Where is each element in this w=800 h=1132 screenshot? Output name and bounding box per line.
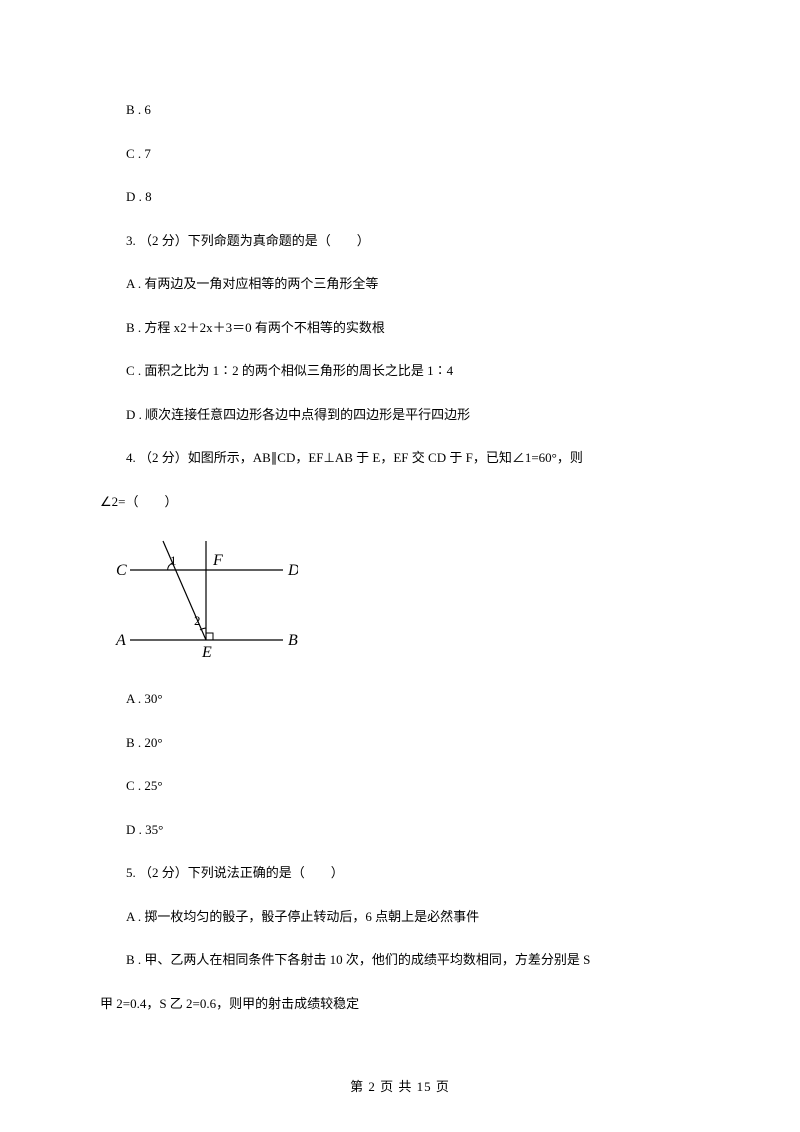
- q3-option-d: D . 顺次连接任意四边形各边中点得到的四边形是平行四边形: [100, 405, 700, 425]
- q4-option-a: A . 30°: [100, 689, 700, 709]
- q3-stem: 3. （2 分）下列命题为真命题的是（ ）: [100, 231, 700, 251]
- svg-text:1: 1: [170, 553, 177, 568]
- q3-option-a: A . 有两边及一角对应相等的两个三角形全等: [100, 274, 700, 294]
- option-d: D . 8: [100, 187, 700, 207]
- q4-option-d: D . 35°: [100, 820, 700, 840]
- page-root: B . 6 C . 7 D . 8 3. （2 分）下列命题为真命题的是（ ） …: [0, 0, 800, 1132]
- q5-option-a: A . 掷一枚均匀的骰子，骰子停止转动后，6 点朝上是必然事件: [100, 907, 700, 927]
- svg-text:2: 2: [194, 613, 201, 628]
- q4-option-b: B . 20°: [100, 733, 700, 753]
- q3-option-b: B . 方程 x2＋2x＋3＝0 有两个不相等的实数根: [100, 318, 700, 338]
- option-c: C . 7: [100, 144, 700, 164]
- svg-text:D: D: [287, 562, 298, 579]
- q5-option-b-line1: B . 甲、乙两人在相同条件下各射击 10 次，他们的成绩平均数相同，方差分别是…: [100, 950, 700, 970]
- q4-diagram-svg: C D A B F E 1 2: [108, 535, 298, 665]
- q5-stem: 5. （2 分）下列说法正确的是（ ）: [100, 863, 700, 883]
- q4-stem-line2: ∠2=（ ）: [100, 492, 700, 512]
- q4-option-c: C . 25°: [100, 776, 700, 796]
- q5-option-b-line2: 甲 2=0.4，S 乙 2=0.6，则甲的射击成绩较稳定: [100, 994, 700, 1014]
- q4-stem-line1: 4. （2 分）如图所示，AB∥CD，EF⊥AB 于 E，EF 交 CD 于 F…: [100, 448, 700, 468]
- q4-diagram: C D A B F E 1 2: [108, 535, 700, 665]
- svg-text:F: F: [212, 552, 223, 569]
- svg-text:A: A: [115, 632, 126, 649]
- svg-text:E: E: [201, 644, 212, 661]
- option-b: B . 6: [100, 100, 700, 120]
- q3-option-c: C . 面积之比为 1∶2 的两个相似三角形的周长之比是 1∶4: [100, 361, 700, 381]
- svg-text:C: C: [116, 562, 127, 579]
- page-footer: 第 2 页 共 15 页: [0, 1077, 800, 1097]
- svg-text:B: B: [288, 632, 298, 649]
